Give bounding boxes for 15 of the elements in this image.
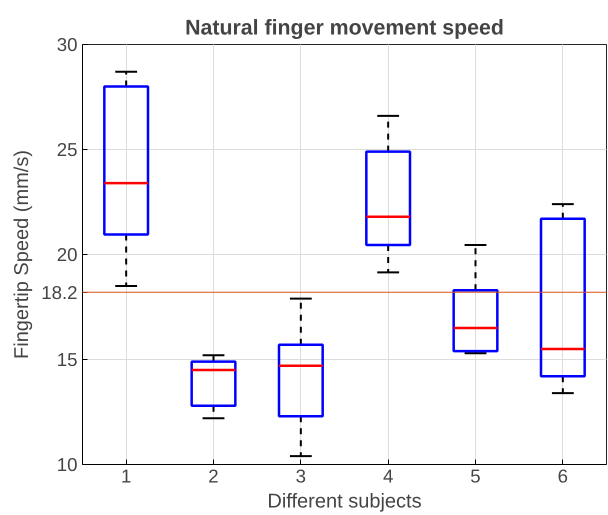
x-tick-label: 4 [382, 466, 394, 486]
x-tick-label: 2 [208, 466, 219, 486]
y-tick-label: 10 [56, 454, 78, 475]
y-tick-label: 25 [56, 139, 78, 160]
ref-line-label: 18.2 [41, 282, 78, 303]
chart-title: Natural finger movement speed [185, 16, 504, 40]
y-tick-label: 30 [56, 34, 78, 55]
x-tick-label: 6 [558, 466, 568, 486]
x-tick-label: 1 [120, 466, 132, 486]
y-tick-label: 15 [56, 349, 78, 370]
x-tick-label: 5 [470, 466, 481, 486]
y-tick-label: 20 [56, 244, 78, 265]
y-axis-title: Fingertip Speed (mm/s) [11, 150, 34, 359]
x-tick-label: 3 [296, 466, 306, 486]
x-axis-title: Different subjects [267, 490, 422, 512]
